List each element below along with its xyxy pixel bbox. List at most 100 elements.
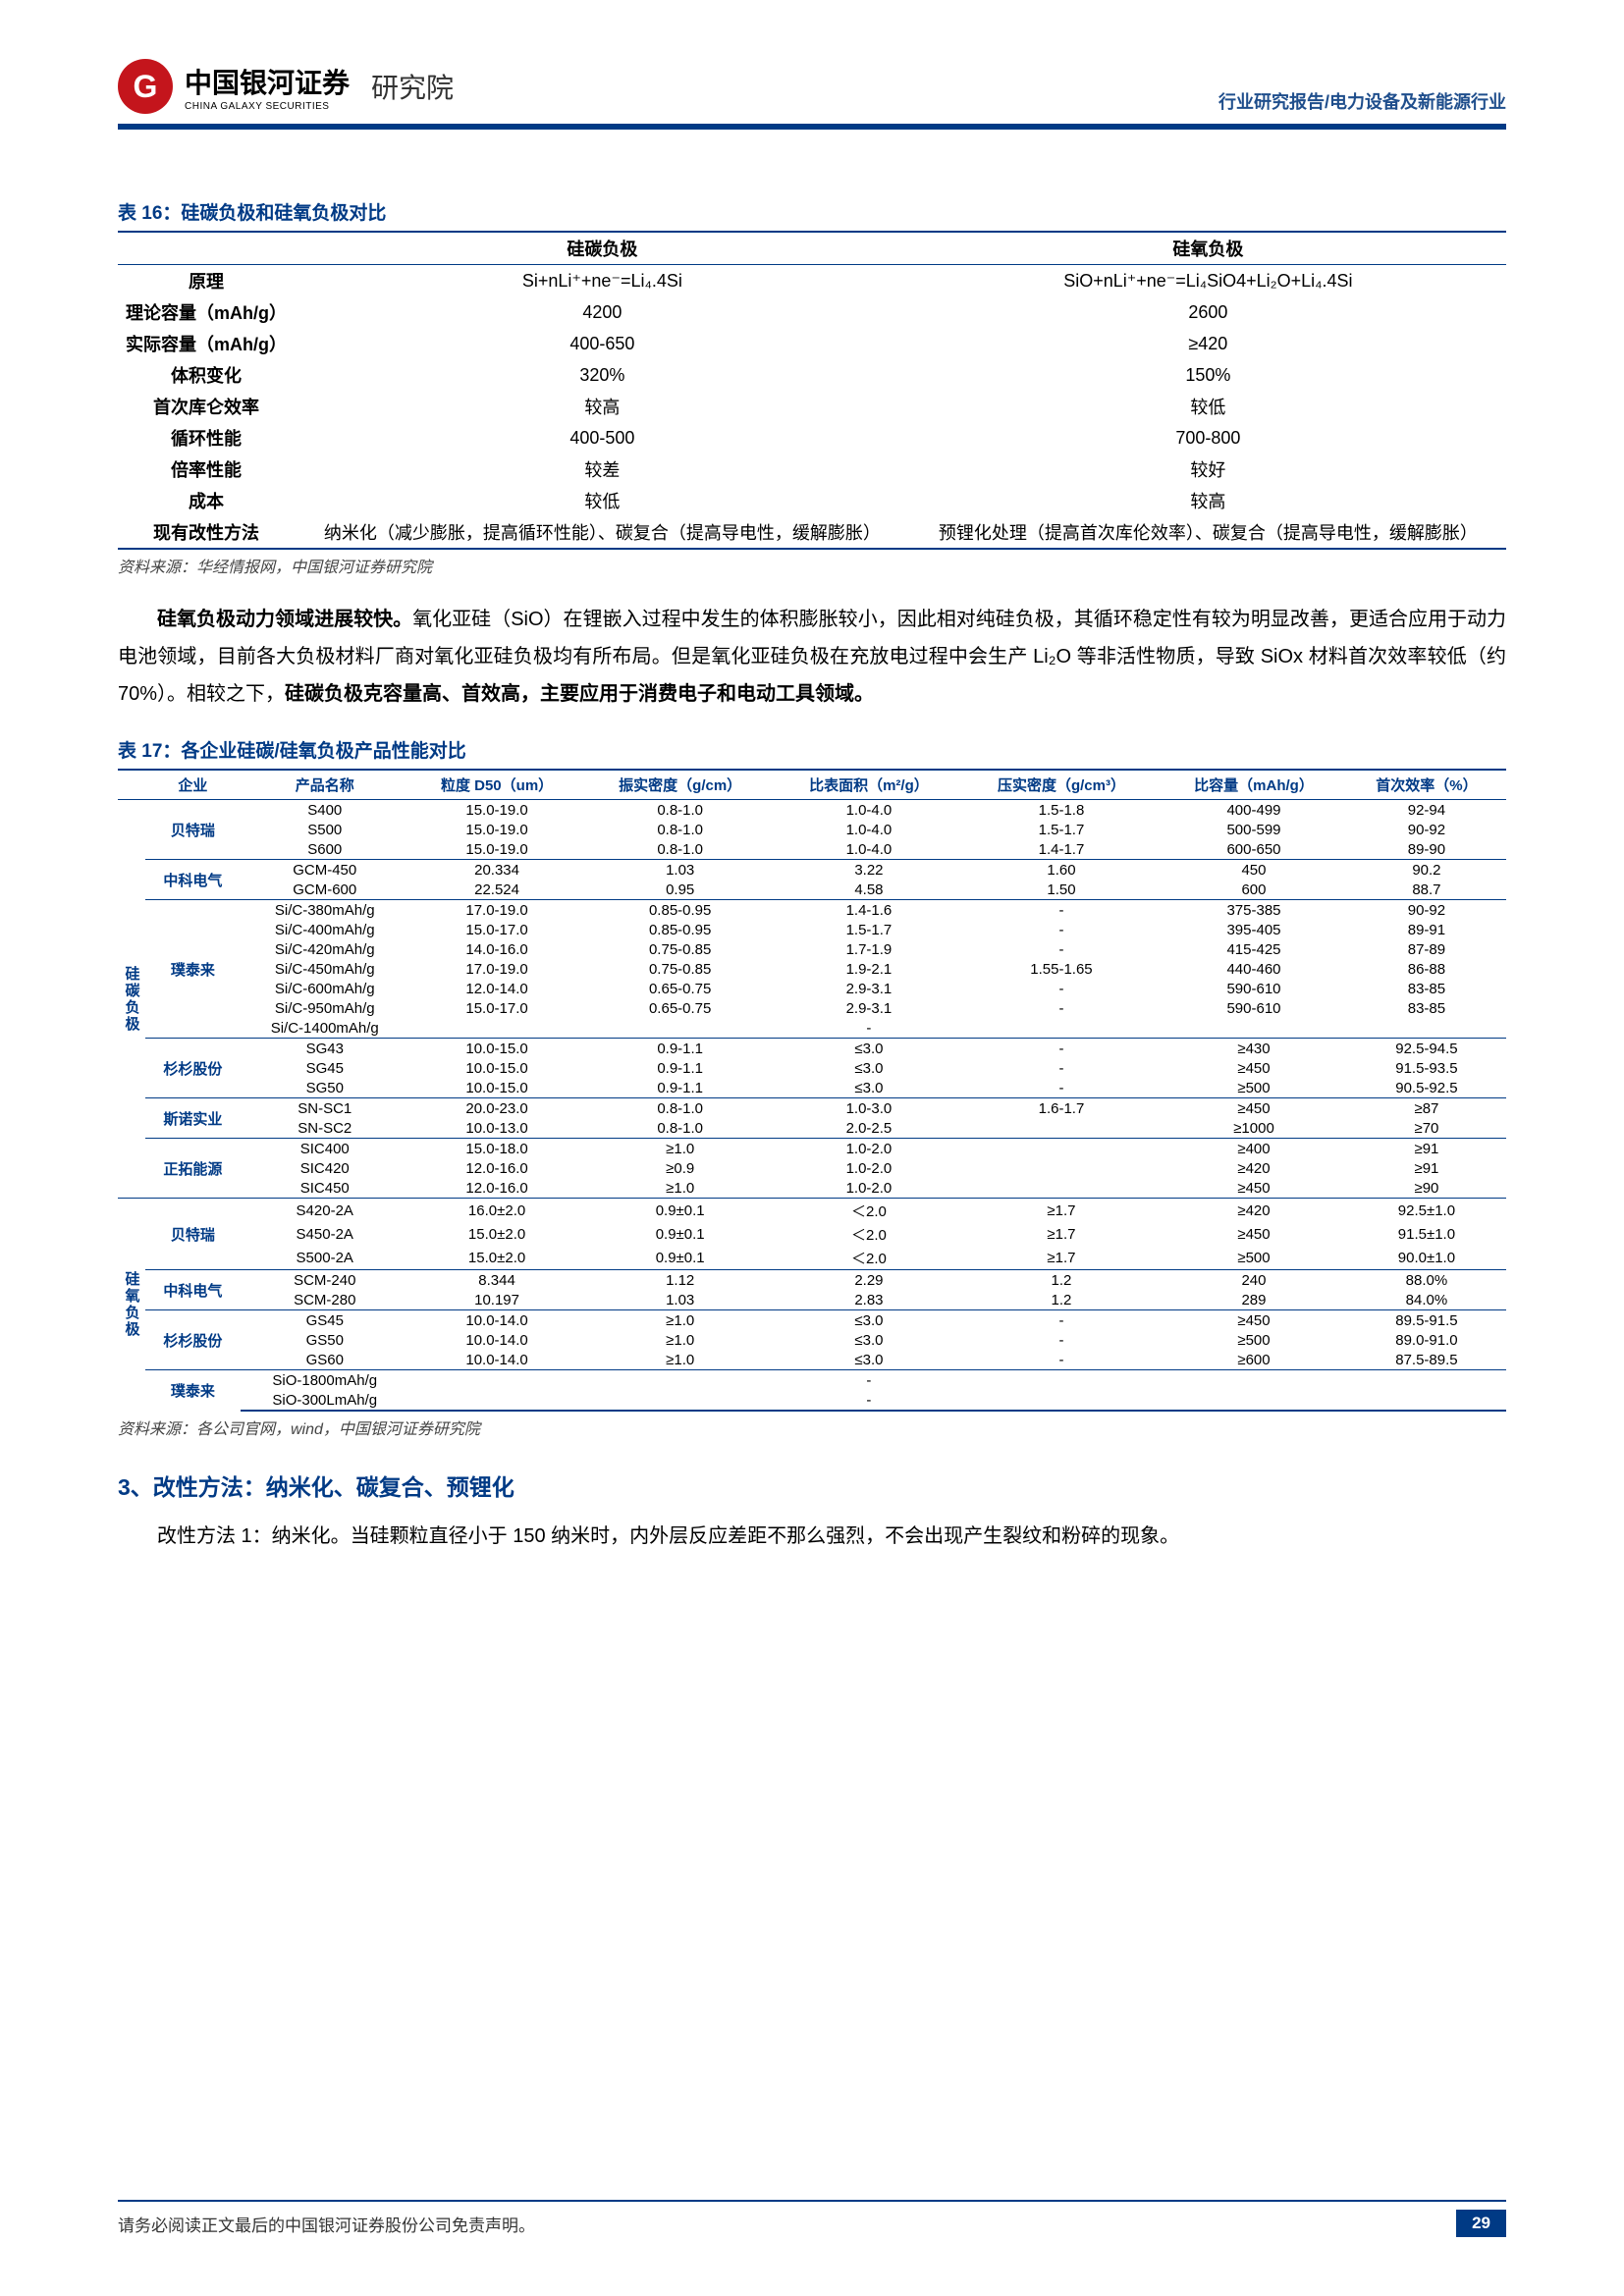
table17-cell: 89-90 <box>1347 839 1506 860</box>
table16-cell: 400-500 <box>295 422 910 454</box>
table17-cell: ≥0.9 <box>584 1158 776 1178</box>
table17-cell: ＜2.0 <box>776 1222 962 1246</box>
table16-cell: 150% <box>910 359 1506 391</box>
table16-rowlabel: 成本 <box>118 485 295 516</box>
table17-cell: 90-92 <box>1347 900 1506 921</box>
table17-cell: 10.197 <box>409 1290 584 1310</box>
table17-cell: ≥600 <box>1161 1350 1347 1370</box>
table17-cell: 91.5-93.5 <box>1347 1058 1506 1078</box>
table17-product: SN-SC2 <box>241 1118 409 1139</box>
table17-cell: 90.5-92.5 <box>1347 1078 1506 1098</box>
table17-cell: 289 <box>1161 1290 1347 1310</box>
table17-cell: ≤3.0 <box>776 1310 962 1331</box>
table17-product: GS60 <box>241 1350 409 1370</box>
table16-cell: 较高 <box>295 391 910 422</box>
table17-cell: 0.85-0.95 <box>584 920 776 939</box>
table17-product: Si/C-600mAh/g <box>241 979 409 998</box>
table17-cell: 90.2 <box>1347 860 1506 881</box>
paragraph-1: 硅氧负极动力领域进展较快。氧化亚硅（SiO）在锂嵌入过程中发生的体积膨胀较小，因… <box>118 601 1506 713</box>
table17-cell: ≥1.7 <box>962 1222 1161 1246</box>
table17-cell: - <box>962 1058 1161 1078</box>
table17-cell: 10.0-14.0 <box>409 1310 584 1331</box>
table17-product: GCM-450 <box>241 860 409 881</box>
table17-cell: ≥1.0 <box>584 1178 776 1199</box>
table17-cell: 15.0±2.0 <box>409 1246 584 1270</box>
table17-cell <box>584 1390 776 1411</box>
table16-cell: 较好 <box>910 454 1506 485</box>
table17-cell: ≥500 <box>1161 1330 1347 1350</box>
table17-cell: 10.0-14.0 <box>409 1350 584 1370</box>
table16-rowlabel: 现有改性方法 <box>118 516 295 549</box>
table17-col-header: 产品名称 <box>241 770 409 800</box>
table16: 硅碳负极 硅氧负极 原理Si+nLi⁺+ne⁻=Li₄.4SiSiO+nLi⁺+… <box>118 231 1506 550</box>
table17-cell <box>962 1370 1161 1391</box>
table17-cell: 86-88 <box>1347 959 1506 979</box>
table17-cell: 1.55-1.65 <box>962 959 1161 979</box>
table17-cell: 10.0-15.0 <box>409 1039 584 1059</box>
table17-cell: 590-610 <box>1161 979 1347 998</box>
table17-cell: - <box>962 979 1161 998</box>
table17-cell <box>1161 1370 1347 1391</box>
table17-cell: 3.22 <box>776 860 962 881</box>
table17-company: 杉杉股份 <box>145 1310 241 1370</box>
table17-cell <box>1347 1018 1506 1039</box>
table17-company: 璞泰来 <box>145 1370 241 1412</box>
table17-cell: 1.5-1.7 <box>962 820 1161 839</box>
table16-cell: 纳米化（减少膨胀，提高循环性能）、碳复合（提高导电性，缓解膨胀） <box>295 516 910 549</box>
table17-product: GS50 <box>241 1330 409 1350</box>
table17-product: SiO-1800mAh/g <box>241 1370 409 1391</box>
table17-cell: 0.9-1.1 <box>584 1058 776 1078</box>
table17-product: S450-2A <box>241 1222 409 1246</box>
page-footer: 请务必阅读正文最后的中国银河证券股份公司免责声明。 29 <box>118 2200 1506 2237</box>
table17-cell: 0.8-1.0 <box>584 1098 776 1119</box>
table17-company: 杉杉股份 <box>145 1039 241 1098</box>
company-name-cn: 中国银河证券 <box>185 62 350 101</box>
table16-cell: 4200 <box>295 296 910 328</box>
table17-cell: 600-650 <box>1161 839 1347 860</box>
table17-cell: ≥1.0 <box>584 1330 776 1350</box>
table17-cell: ≥1.0 <box>584 1350 776 1370</box>
table17-cell: 15.0-19.0 <box>409 820 584 839</box>
table17-col-header: 粒度 D50（um） <box>409 770 584 800</box>
table16-title: 表 16：硅碳负极和硅氧负极对比 <box>118 198 1506 225</box>
table17-cell: ≤3.0 <box>776 1330 962 1350</box>
table16-cell: 较差 <box>295 454 910 485</box>
table17-company: 中科电气 <box>145 1270 241 1310</box>
table17-cell: - <box>962 1310 1161 1331</box>
table17-cell: 0.75-0.85 <box>584 959 776 979</box>
table16-rowlabel: 实际容量（mAh/g） <box>118 328 295 359</box>
table16-cell: 较低 <box>295 485 910 516</box>
table17-cell: 10.0-15.0 <box>409 1078 584 1098</box>
table17-cell: 91.5±1.0 <box>1347 1222 1506 1246</box>
table17-product: GS45 <box>241 1310 409 1331</box>
table17-cell: 1.4-1.7 <box>962 839 1161 860</box>
footer-disclaimer: 请务必阅读正文最后的中国银河证券股份公司免责声明。 <box>118 2212 535 2236</box>
table17-cell: 1.9-2.1 <box>776 959 962 979</box>
table17-cell: 1.0-4.0 <box>776 820 962 839</box>
table17-cell: 0.75-0.85 <box>584 939 776 959</box>
logo-text: 中国银河证券 CHINA GALAXY SECURITIES <box>185 62 350 112</box>
table17-cell: ≥70 <box>1347 1118 1506 1139</box>
table17-cell: 1.2 <box>962 1290 1161 1310</box>
table17-cell: 1.03 <box>584 1290 776 1310</box>
table17-product: Si/C-1400mAh/g <box>241 1018 409 1039</box>
table17-cell: ≥1.7 <box>962 1246 1161 1270</box>
table16-cell: 预锂化处理（提高首次库伦效率）、碳复合（提高导电性，缓解膨胀） <box>910 516 1506 549</box>
table17-cell: 0.65-0.75 <box>584 998 776 1018</box>
table17-cell: 1.03 <box>584 860 776 881</box>
table17-cell: 89.5-91.5 <box>1347 1310 1506 1331</box>
table17-cell: 84.0% <box>1347 1290 1506 1310</box>
table16-cell: 320% <box>295 359 910 391</box>
table17-company: 斯诺实业 <box>145 1098 241 1139</box>
table17-product: S400 <box>241 800 409 821</box>
table16-rowlabel: 倍率性能 <box>118 454 295 485</box>
table17-cell: 4.58 <box>776 880 962 900</box>
table17-cell: 22.524 <box>409 880 584 900</box>
table16-cell: SiO+nLi⁺+ne⁻=Li₄SiO4+Li₂O+Li₄.4Si <box>910 265 1506 297</box>
para2-text: 当硅颗粒直径小于 150 纳米时，内外层反应差距不那么强烈，不会出现产生裂纹和粉… <box>351 1525 1179 1547</box>
table17-cell: 1.0-3.0 <box>776 1098 962 1119</box>
institute-label: 研究院 <box>371 67 454 106</box>
table17-cell: 12.0-16.0 <box>409 1158 584 1178</box>
table17-cell: 375-385 <box>1161 900 1347 921</box>
table17-cell: 12.0-16.0 <box>409 1178 584 1199</box>
